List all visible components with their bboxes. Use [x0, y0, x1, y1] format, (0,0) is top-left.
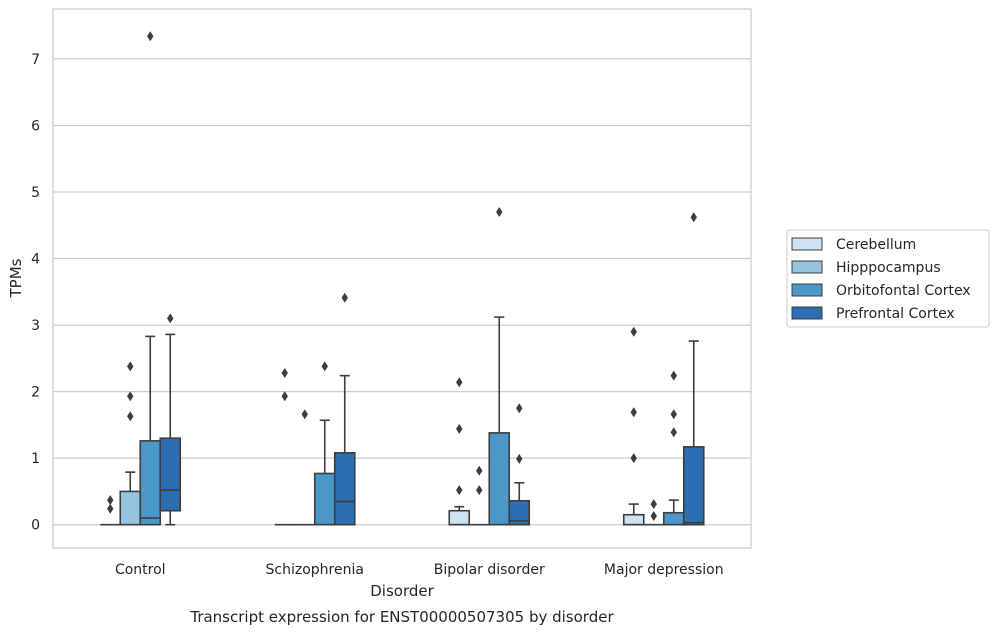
- box-1-0: [274, 367, 295, 526]
- boxes: [100, 31, 705, 526]
- y-tick-label: 3: [31, 318, 40, 334]
- box-body: [622, 513, 645, 526]
- outlier-point: [650, 511, 657, 522]
- legend-swatch: [791, 283, 823, 297]
- outlier-point: [496, 206, 503, 217]
- x-tick-label: Major depression: [604, 562, 724, 578]
- box-body: [159, 437, 182, 512]
- outlier-point: [167, 313, 174, 324]
- box-2-2: [488, 206, 511, 526]
- outlier-point: [456, 423, 463, 434]
- box-body: [313, 472, 336, 526]
- box-3-1: [643, 499, 664, 526]
- box-body: [448, 509, 471, 526]
- box-1-3: [333, 292, 356, 526]
- plot-frame: [52, 8, 752, 549]
- box-body: [508, 499, 531, 526]
- y-tick-label: 2: [31, 385, 40, 401]
- x-tick-label: Bipolar disorder: [434, 562, 545, 578]
- y-tick-labels: 0 1 2 3 4 5 6 7: [31, 52, 40, 534]
- box-2-1: [469, 465, 490, 526]
- box-3-2: [662, 370, 685, 526]
- outlier-point: [281, 391, 288, 402]
- box-body: [488, 432, 511, 526]
- legend: Cerebellum Hipppocampus Orbitofontal Corte…: [786, 229, 990, 328]
- y-tick-label: 1: [31, 451, 40, 467]
- outlier-point: [321, 361, 328, 372]
- box-0-1: [119, 361, 142, 526]
- legend-label: Prefrontal Cortex: [836, 306, 955, 322]
- x-tick-label: Control: [115, 562, 166, 578]
- outlier-point: [107, 503, 114, 514]
- y-axis-title: TPMs: [7, 258, 25, 298]
- box-3-3: [682, 212, 705, 526]
- x-axis-title: Disorder: [370, 582, 434, 600]
- outlier-point: [456, 377, 463, 388]
- outlier-point: [630, 326, 637, 337]
- outlier-point: [516, 453, 523, 464]
- outlier-point: [630, 407, 637, 418]
- outlier-point: [476, 485, 483, 496]
- box-body: [333, 452, 356, 526]
- outlier-point: [476, 465, 483, 476]
- x-tick-labels: Control Schizophrenia Bipolar disorder Majo…: [115, 562, 724, 578]
- y-tick-label: 6: [31, 118, 40, 134]
- legend-label: Hipppocampus: [836, 260, 941, 276]
- box-1-1: [294, 409, 315, 526]
- y-tick-label: 0: [31, 518, 40, 534]
- outlier-point: [670, 370, 677, 381]
- outlier-point: [127, 411, 134, 422]
- box-2-3: [508, 403, 531, 526]
- outlier-point: [650, 499, 657, 510]
- outlier-point: [456, 485, 463, 496]
- y-tick-label: 7: [31, 52, 40, 68]
- y-tick-label: 4: [31, 252, 40, 268]
- box-3-0: [622, 326, 645, 526]
- box-body: [662, 511, 685, 526]
- outlier-point: [127, 361, 134, 372]
- y-tick-label: 5: [31, 185, 40, 201]
- outlier-point: [690, 212, 697, 223]
- outlier-point: [341, 292, 348, 303]
- box-body: [682, 446, 705, 526]
- legend-swatch: [791, 306, 823, 320]
- box-0-2: [139, 31, 162, 526]
- outlier-point: [127, 391, 134, 402]
- outlier-point: [147, 31, 154, 42]
- outlier-point: [281, 367, 288, 378]
- legend-label: Cerebellum: [836, 237, 916, 253]
- outlier-point: [670, 409, 677, 420]
- box-0-3: [159, 313, 182, 526]
- outlier-point: [630, 453, 637, 464]
- legend-swatch: [791, 237, 823, 251]
- chart-title: Transcript expression for ENST0000050730…: [189, 608, 614, 626]
- legend-frame: [786, 229, 990, 328]
- x-tick-label: Schizophrenia: [266, 562, 364, 578]
- box-body: [119, 490, 142, 526]
- box-2-0: [448, 377, 471, 526]
- outlier-point: [516, 403, 523, 414]
- box-1-2: [313, 361, 336, 526]
- legend-label: Orbitofontal Cortex: [836, 283, 971, 299]
- outlier-point: [301, 409, 308, 420]
- outlier-point: [670, 427, 677, 438]
- box-0-0: [100, 495, 121, 526]
- box-body: [139, 440, 162, 526]
- outlier-point: [107, 495, 114, 506]
- legend-swatch: [791, 260, 823, 274]
